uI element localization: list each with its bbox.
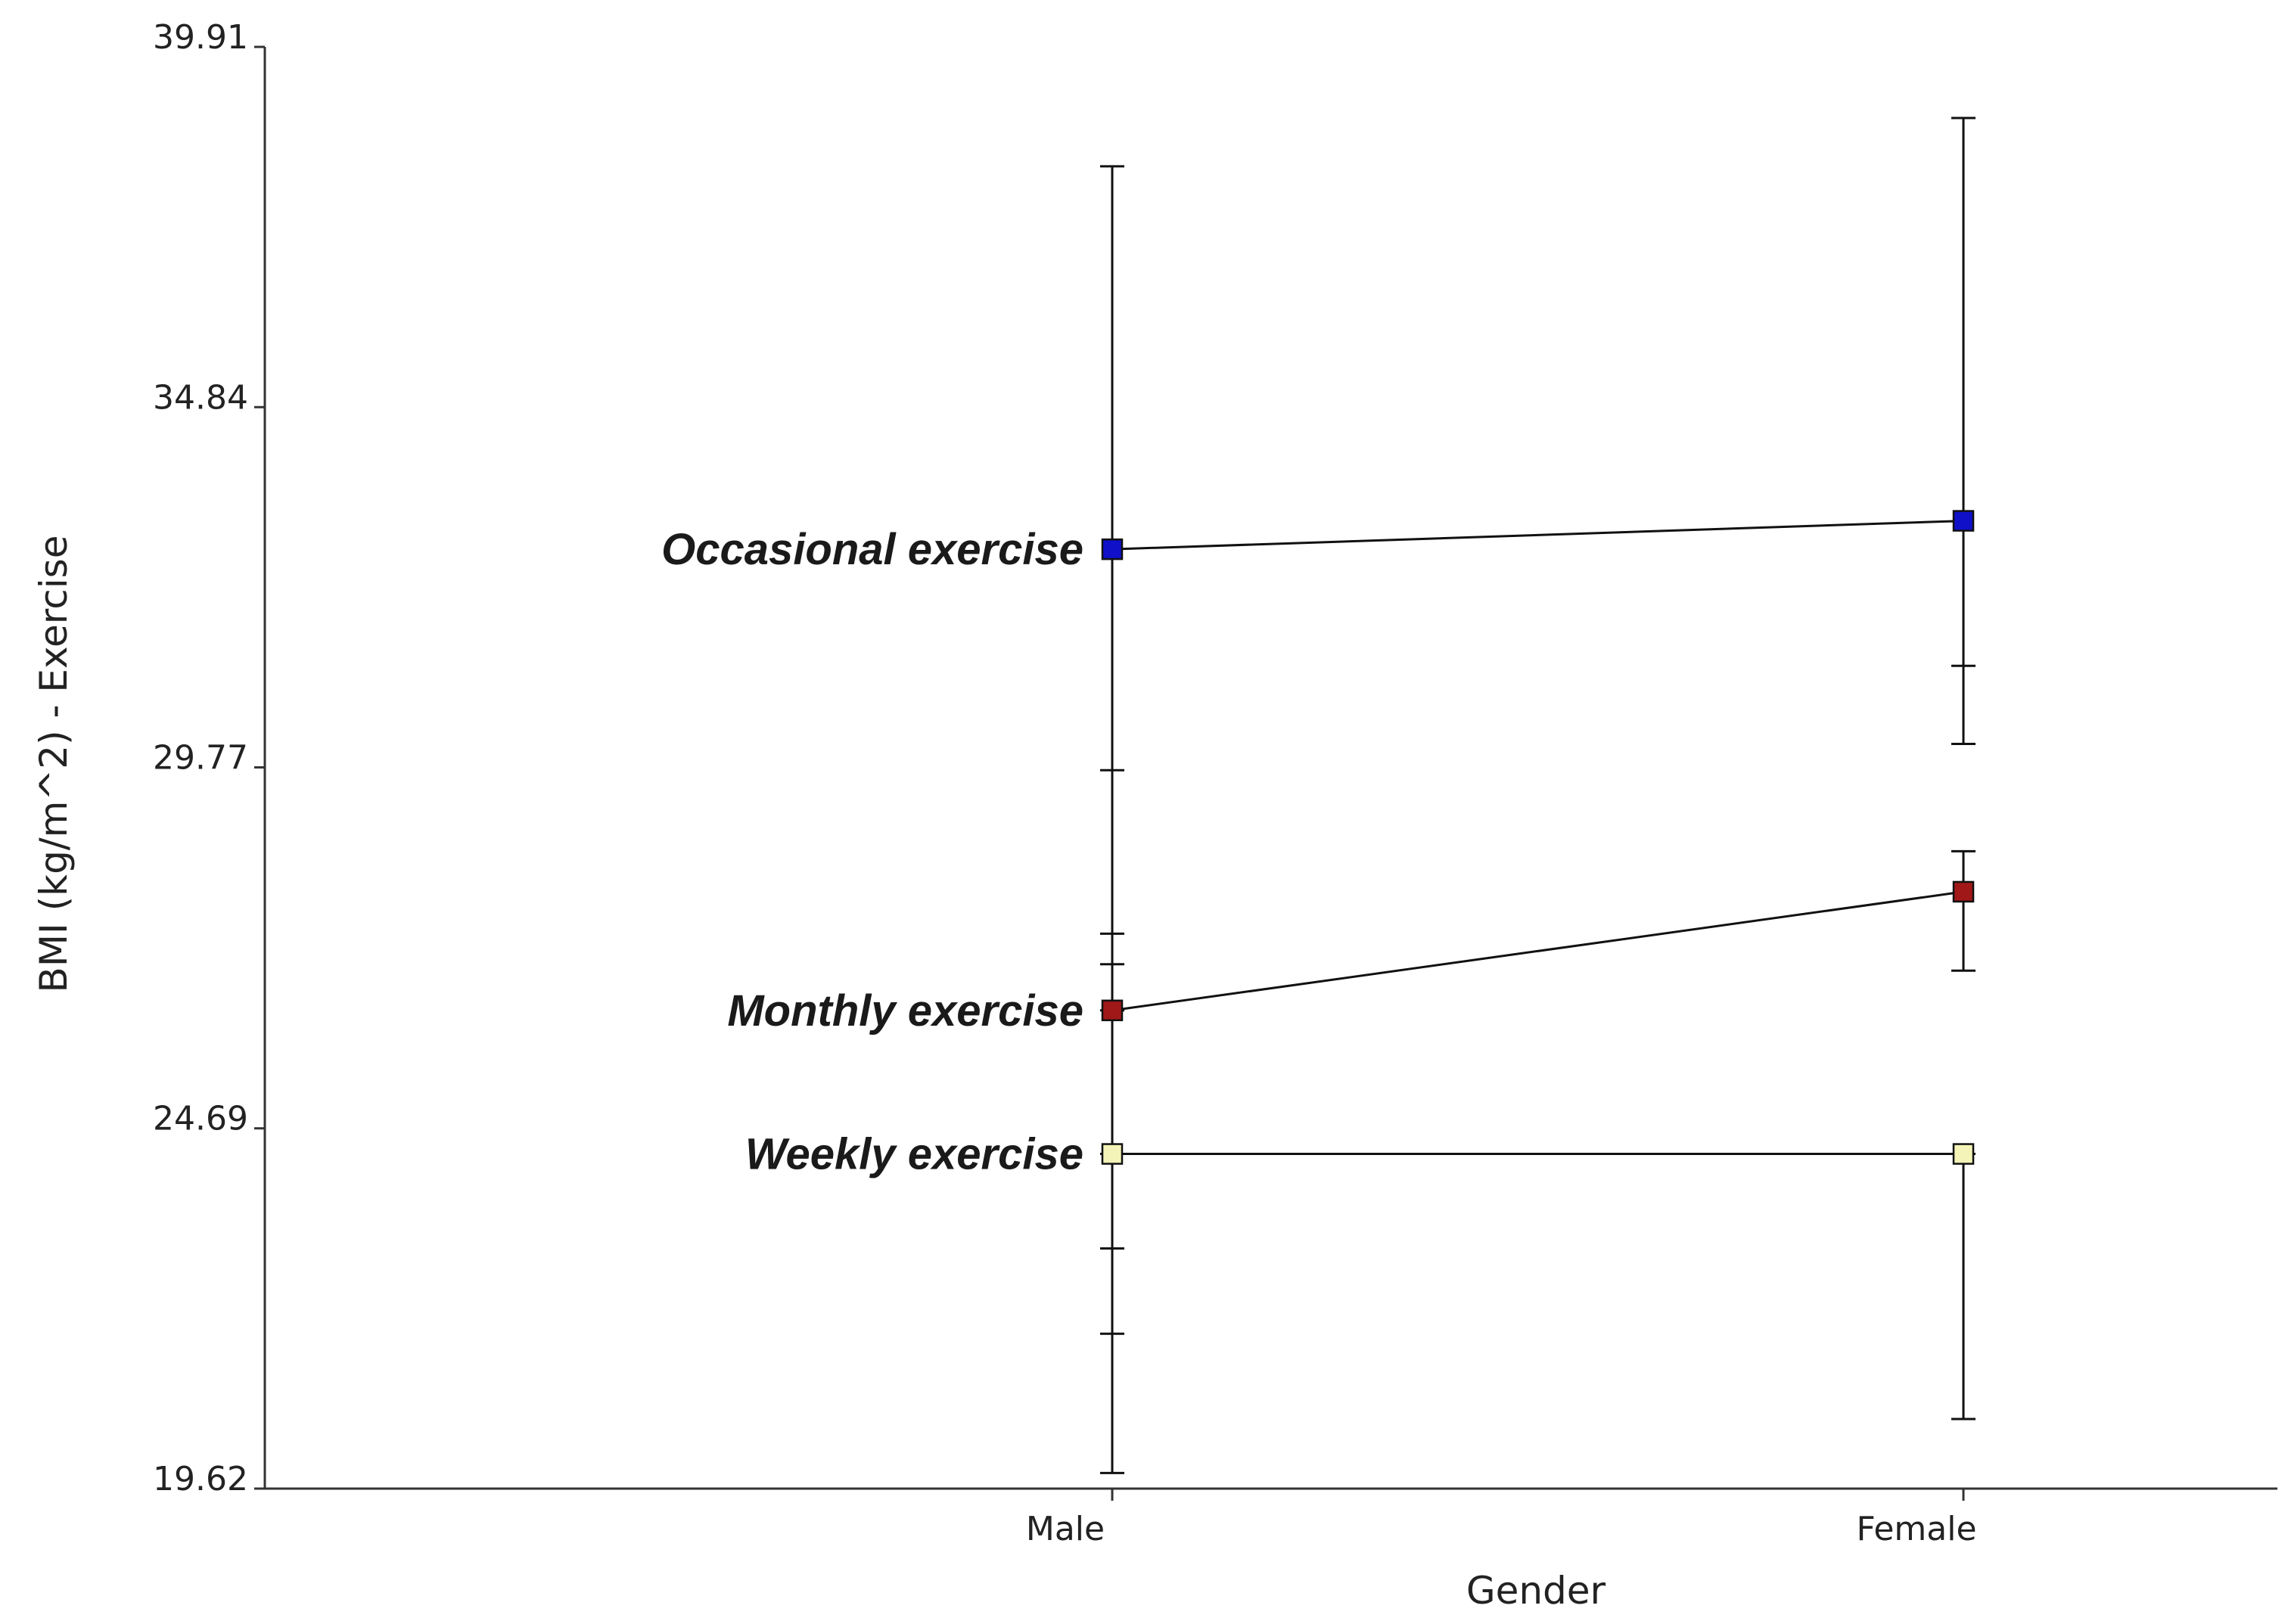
y-tick-label: 34.84 xyxy=(153,378,248,417)
y-axis-title: BMI (kg/m^2) - Exercise xyxy=(32,536,76,993)
error-bars xyxy=(1100,116,1976,1474)
x-axis-title: Gender xyxy=(1466,1569,1606,1613)
series-lines xyxy=(1111,520,1964,1156)
y-tick-label: 29.77 xyxy=(153,739,248,778)
series-line-occasional-exercise xyxy=(1111,520,1964,551)
data-point-occasional-exercise xyxy=(1952,510,1975,532)
series-label-occasional-exercise: Occasional exercise xyxy=(661,525,1083,574)
series-label-monthly-exercise: Monthly exercise xyxy=(727,986,1083,1036)
y-tick-label: 39.91 xyxy=(153,18,248,57)
series-markers xyxy=(1101,510,1975,1165)
data-point-weekly-exercise xyxy=(1952,1143,1975,1165)
data-point-monthly-exercise xyxy=(1952,880,1975,903)
data-point-monthly-exercise xyxy=(1101,999,1124,1022)
data-point-occasional-exercise xyxy=(1101,538,1124,560)
series-line-monthly-exercise xyxy=(1111,890,1964,1012)
y-tick-label: 19.62 xyxy=(153,1460,248,1498)
axes: 19.62 24.69 29.77 34.84 39.91 Male Female xyxy=(153,18,2277,1548)
labels: Gender BMI (kg/m^2) - Exercise Occasiona… xyxy=(32,525,1606,1613)
x-tick-label-male: Male xyxy=(1026,1510,1105,1548)
x-tick-label-female: Female xyxy=(1856,1510,1976,1548)
data-point-weekly-exercise xyxy=(1101,1143,1124,1165)
y-tick-label: 24.69 xyxy=(153,1100,248,1138)
series-label-weekly-exercise: Weekly exercise xyxy=(745,1130,1083,1179)
